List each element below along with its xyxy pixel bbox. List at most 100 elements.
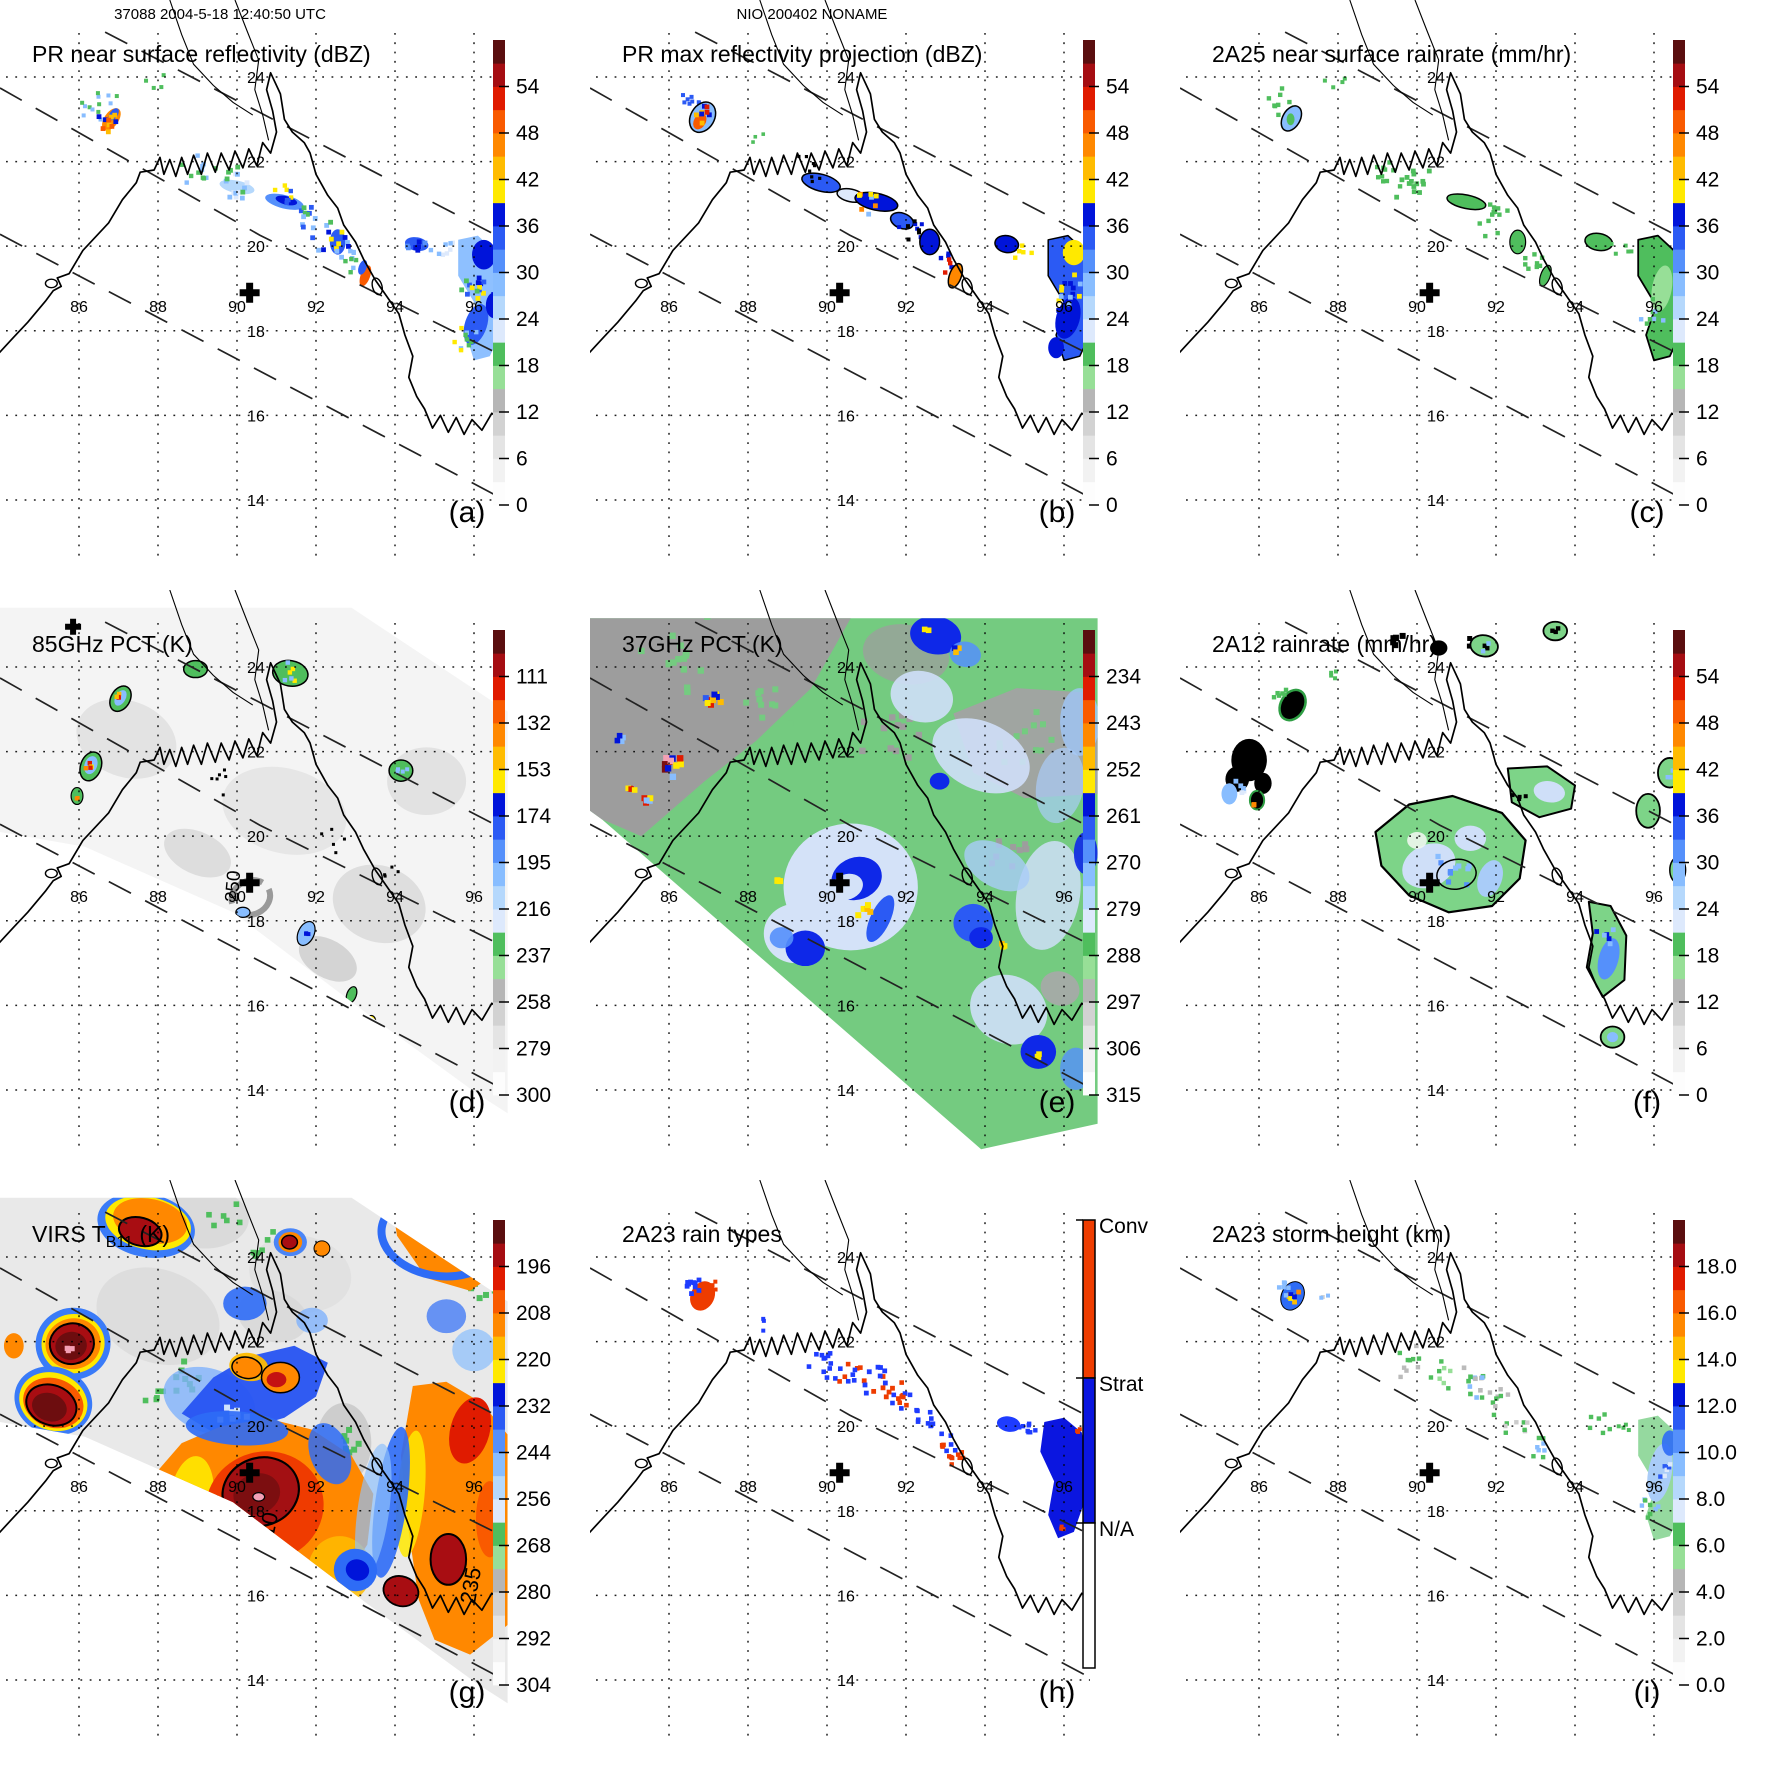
lat-label: 14 (837, 1083, 855, 1100)
colorbar-tick-label: 18 (1106, 355, 1129, 378)
colorbar-tick-label: 279 (516, 1038, 551, 1061)
lat-label: 22 (837, 155, 855, 172)
lon-label: 86 (70, 1479, 88, 1496)
coastline (587, 0, 1095, 436)
lon-label: 88 (1329, 299, 1347, 316)
lon-label: 90 (1408, 889, 1426, 906)
panel-e-title: 37GHz PCT (K) (622, 631, 783, 657)
lat-label: 14 (837, 1673, 855, 1690)
coastline (0, 589, 505, 1026)
lat-label: 18 (837, 1504, 855, 1521)
lon-label: 96 (1645, 889, 1663, 906)
data-features (1276, 1280, 1684, 1541)
panel-c-letter: (c) (1630, 496, 1665, 529)
data-features: 250 (65, 618, 467, 1034)
colorbar-tick-label: 24 (1106, 308, 1130, 331)
colorbar-tick-label: 18 (516, 355, 539, 378)
storm-id-label: NIO 200402 NONAME (736, 6, 888, 23)
colorbar-tick-label: 261 (1106, 805, 1141, 828)
lat-label: 24 (247, 660, 265, 677)
panel-a-letter: (a) (449, 496, 486, 529)
panel-g-letter: (g) (449, 1676, 486, 1709)
graticule-labels: 86 88 90 92 94 96 24 22 20 18 16 14 (1250, 70, 1663, 510)
lon-label: 86 (70, 299, 88, 316)
panel-c-title: 2A25 near surface rainrate (mm/hr) (1212, 41, 1571, 67)
colorbar-tick-label: 54 (1696, 666, 1720, 689)
colorbar-tick-label: 6 (1106, 448, 1118, 471)
data-features (80, 73, 504, 361)
colorbar-tick-label: 30 (516, 262, 539, 285)
lat-label: 20 (247, 829, 265, 846)
lon-label: 88 (1329, 1479, 1347, 1496)
lon-label: 86 (1250, 889, 1268, 906)
storm-center-cross (829, 282, 850, 303)
colorbar-tick-label: 304 (516, 1674, 551, 1697)
swath-edge-lines (0, 1211, 506, 1681)
lat-label: 16 (247, 1588, 265, 1605)
colorbar-tick-label: 244 (516, 1442, 551, 1465)
lat-label: 16 (837, 408, 855, 425)
lat-label: 24 (1427, 660, 1445, 677)
colorbar-tick-label: 0 (1696, 494, 1708, 517)
panel-i-colorbar: 18.0 16.0 14.0 12.0 10.0 8.0 6.0 4.0 2.0 0.0 (1673, 1220, 1737, 1697)
colorbar-tick-label: 54 (1106, 76, 1130, 99)
lat-label: 22 (1427, 155, 1445, 172)
colorbar-tick-label: 42 (1696, 169, 1719, 192)
lon-label: 94 (976, 889, 994, 906)
lon-label: 88 (1329, 889, 1347, 906)
panel-b: 86 88 90 92 94 96 24 22 20 18 16 14 (b) PR max reflec… (587, 0, 1180, 590)
panel-d-title: 85GHz PCT (K) (32, 631, 193, 657)
panel-d-letter: (d) (449, 1086, 486, 1119)
panel-b-colorbar: 54 48 42 36 30 24 18 12 6 0 (1083, 40, 1130, 517)
lat-label: 24 (247, 1250, 265, 1267)
swath-edge-lines (1179, 31, 1686, 501)
panel-f-letter: (f) (1633, 1086, 1661, 1119)
graticule (596, 33, 1090, 556)
data-features (684, 1277, 1088, 1539)
colorbar-tick-label: 36 (1106, 215, 1129, 238)
colorbar-tick-label: 10.0 (1696, 1442, 1737, 1465)
lon-label: 92 (1487, 299, 1505, 316)
lat-label: 20 (837, 1419, 855, 1436)
lat-label: 18 (247, 914, 265, 931)
lon-label: 92 (307, 299, 325, 316)
data-features (681, 93, 1095, 362)
lon-label: 94 (386, 299, 404, 316)
lat-label: 22 (247, 745, 265, 762)
panel-h-colorbar: Conv Strat N/A (1076, 1215, 1149, 1669)
lon-label: 88 (149, 1479, 167, 1496)
colorbar-tick-label: 14.0 (1696, 1349, 1737, 1372)
lon-label: 96 (1055, 889, 1073, 906)
lon-label: 96 (1645, 1479, 1663, 1496)
graticule-labels: 86 88 90 92 94 96 24 22 20 18 16 14 (660, 70, 1073, 510)
colorbar-tick-label: 12 (1696, 991, 1719, 1014)
colorbar-tick-label: 256 (516, 1488, 551, 1511)
lat-label: 24 (837, 1250, 855, 1267)
swath-edge-lines (1179, 621, 1686, 1091)
lat-label: 24 (837, 70, 855, 87)
panel-h-letter: (h) (1039, 1676, 1076, 1709)
colorbar-tick-label: 48 (1106, 122, 1129, 145)
lat-label: 22 (837, 1335, 855, 1352)
lon-label: 90 (818, 889, 836, 906)
colorbar-tick-label: 292 (516, 1628, 551, 1651)
lon-label: 94 (1566, 1479, 1584, 1496)
lat-label: 16 (247, 408, 265, 425)
lon-label: 96 (465, 299, 483, 316)
colorbar-segment-label: Strat (1099, 1373, 1144, 1396)
lon-label: 96 (1055, 1479, 1073, 1496)
lon-label: 88 (739, 1479, 757, 1496)
panel-a-title: PR near surface reflectivity (dBZ) (32, 41, 371, 67)
colorbar-tick-label: 36 (1696, 215, 1719, 238)
coastline (0, 1179, 505, 1616)
panel-i: 86 88 90 92 94 96 24 22 20 18 16 14 (i) 2A23 storm he… (1177, 1179, 1770, 1770)
colorbar-tick-label: 12 (1696, 401, 1719, 424)
colorbar-tick-label: 36 (516, 215, 539, 238)
lon-label: 86 (1250, 299, 1268, 316)
colorbar-tick-label: 0.0 (1696, 1674, 1725, 1697)
colorbar-tick-label: 18 (1696, 945, 1719, 968)
lat-label: 18 (247, 1504, 265, 1521)
swath-edge-lines (0, 621, 506, 1091)
lat-label: 14 (837, 493, 855, 510)
